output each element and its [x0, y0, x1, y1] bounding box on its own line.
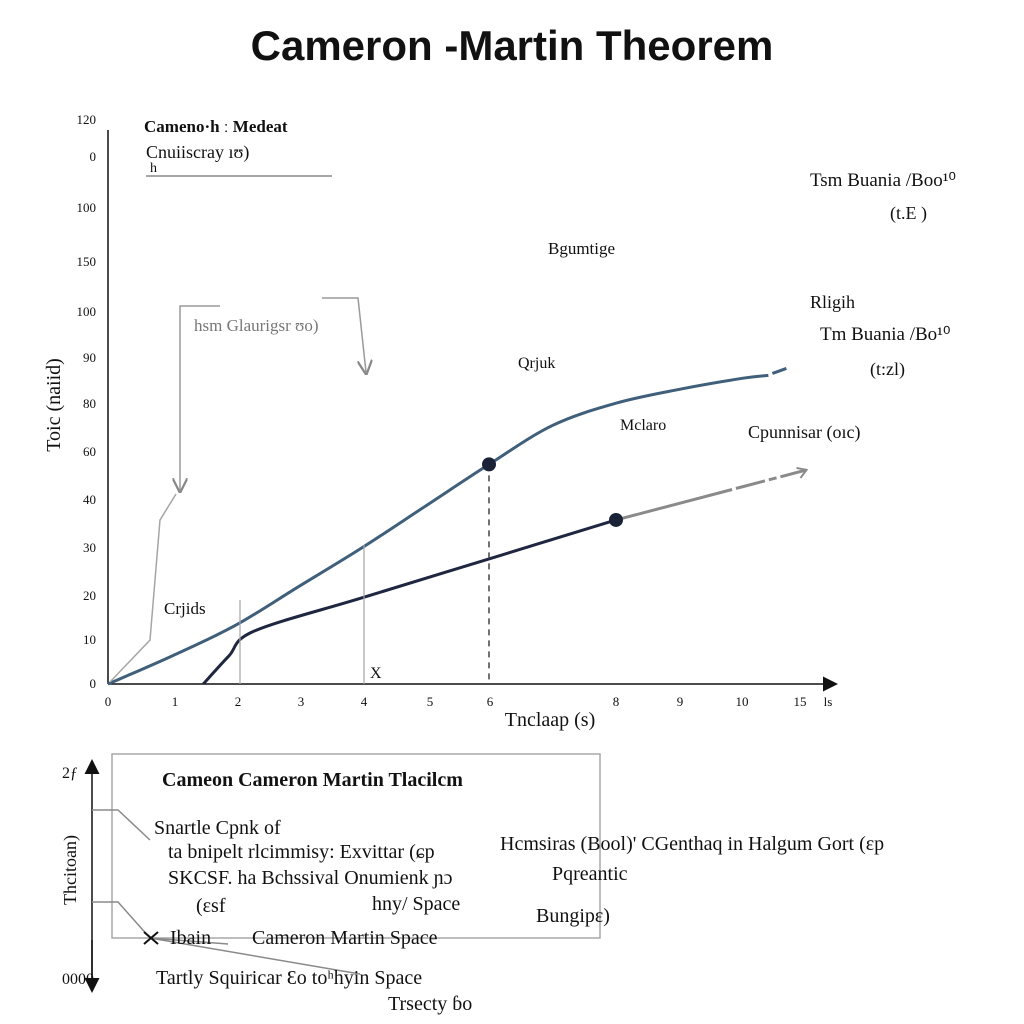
panel-line-12: Bungipɛ) [536, 905, 610, 927]
y-axis-label: Toic (naiid) [43, 358, 65, 452]
series-a-dash [771, 367, 787, 375]
y-tick-label: 0 [90, 676, 97, 691]
series-a-name: Tsm Buania /Boo¹⁰ [810, 170, 956, 191]
y-tick-label: 20 [83, 588, 96, 603]
series-b-marker [609, 512, 623, 527]
panel-line-1: Snartle Cpnk of [154, 817, 281, 839]
panel-cross-icon [143, 931, 159, 945]
series-b-tail-label: Rligih [810, 292, 855, 312]
y-tick-label: 100 [77, 304, 97, 319]
y-tick-label: 10 [83, 632, 96, 647]
x-tick-label: 15 [794, 694, 807, 709]
annotation-crjids: Crjids [164, 599, 206, 618]
x-tick-label: 0 [105, 694, 112, 709]
y-tick-label: 120 [77, 112, 97, 127]
y-tick-label: 80 [83, 396, 96, 411]
series-b-tail [615, 468, 807, 522]
annotation-cpunnisar: Cpunnisar (oıc) [748, 422, 860, 443]
x-tick-label: 6 [487, 694, 494, 709]
panel-line-5: hny/ Space [372, 893, 460, 915]
x-axis-label: Tnclaap (s) [505, 709, 596, 731]
series-b-marker-label: Mclaro [620, 417, 666, 434]
annotation-glaurigsr: hsm Glaurigsr ʊo) [194, 316, 319, 335]
series-a-curve-label: Bgumtige [548, 239, 615, 258]
series-a-marker [482, 457, 496, 472]
series-a-marker-label: Qrjuk [518, 355, 555, 372]
series-b-line [202, 518, 617, 686]
panel-y-bottom: 0000 [62, 971, 94, 988]
x-tick-label: 8 [613, 694, 620, 709]
x-tick-label: ls [824, 694, 833, 709]
left-guide-line [109, 493, 177, 683]
x-tick-label: 3 [298, 694, 305, 709]
x-tick-label: 4 [361, 694, 368, 709]
y-tick-label: 60 [83, 444, 96, 459]
series-a-line [107, 373, 769, 686]
y-tick-label: 90 [83, 350, 96, 365]
panel-y-top: 2ƒ [62, 765, 78, 782]
series-b-sub: (t:zl) [870, 359, 905, 380]
panel-frame [111, 753, 601, 939]
y-tick-label: 100 [77, 200, 97, 215]
panel-line-9: Trsecty ɓo [388, 993, 472, 1015]
x-tick-label: 5 [427, 694, 434, 709]
panel-title: Cameon Cameron Martin Tlacilcm [162, 769, 463, 791]
panel-line-6: Ibain [170, 927, 211, 949]
series-b-tail-arrow [796, 466, 809, 479]
legend-title: Cameno·h ː Medeat [144, 117, 288, 136]
legend-subtitle: Cnuiiscray ıʊ) [146, 142, 249, 163]
x-tick-label: 9 [677, 694, 684, 709]
panel-y-label: Thcitoan) [60, 835, 81, 905]
panel-line-2: ta bnipelt rlcimmisy: Exvittar (ɕp [168, 841, 435, 863]
y-tick-label: 150 [77, 254, 97, 269]
page-title: Cameron -Martin Theorem [250, 22, 774, 69]
series-b-name: Tm Buania /Bo¹⁰ [820, 324, 950, 345]
y-tick-label: 30 [83, 540, 96, 555]
annotation-x: X [370, 665, 382, 682]
x-tick-label: 2 [235, 694, 242, 709]
legend-marker: h [150, 161, 157, 176]
panel-line-8: Tartly Squiricar Ɛo toʰhyin Space [156, 967, 422, 989]
panel-line-4: (ɛsf [196, 895, 226, 917]
y-tick-label: 40 [83, 492, 96, 507]
bracket-right-arrow [322, 297, 366, 372]
series-a-sub: (t.E ) [890, 203, 927, 224]
panel-line-3: SKCSF. ha Bchssival Onumienk ɲɔ [168, 867, 453, 889]
bracket-left-arrow [180, 305, 220, 490]
panel-line-10: Hcmsiras (Bool)' CGenthaq in Halgum Gort… [500, 833, 884, 855]
y-tick-label: 0 [90, 149, 97, 164]
x-tick-label: 1 [172, 694, 179, 709]
panel-tick-lines [92, 809, 361, 975]
panel-line-11: Pqreantic [552, 863, 628, 885]
panel-line-7: Cameron Martin Space [252, 927, 438, 949]
x-tick-label: 10 [736, 694, 749, 709]
